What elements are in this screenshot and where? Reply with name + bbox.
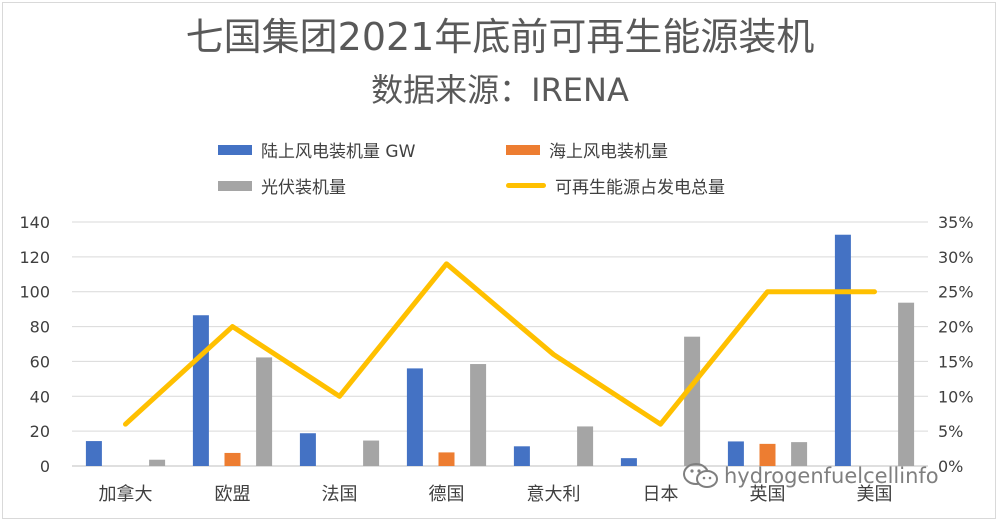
right-tick-label: 30% <box>938 248 974 267</box>
category-label: 美国 <box>857 484 893 505</box>
watermark-text: hydrogenfuelcellinfo <box>724 464 939 488</box>
watermark: hydrogenfuelcellinfo <box>682 462 939 490</box>
bar-德国-1 <box>438 452 455 466</box>
right-tick-label: 10% <box>938 387 974 406</box>
left-tick-label: 60 <box>30 352 50 371</box>
bar-意大利-2 <box>577 426 594 466</box>
legend-label-renewable-share: 可再生能源占发电总量 <box>555 178 725 198</box>
bar-加拿大-0 <box>85 441 102 466</box>
bar-法国-2 <box>363 440 380 466</box>
category-label: 德国 <box>429 484 465 505</box>
category-label: 日本 <box>643 484 679 505</box>
bar-欧盟-0 <box>192 315 209 466</box>
left-axis-ticks: 0 20 40 60 80 100 120 140 <box>19 213 50 476</box>
bar-欧盟-1 <box>224 452 241 466</box>
right-axis-ticks: 0% 5% 10% 15% 20% 25% 30% 35% <box>938 213 974 476</box>
legend-label-offshore-wind: 海上风电装机量 <box>549 142 668 162</box>
left-tick-label: 40 <box>30 387 50 406</box>
wechat-icon <box>683 463 718 488</box>
chart-subtitle: 数据来源：IRENA <box>371 71 629 109</box>
bar-意大利-0 <box>513 446 530 466</box>
legend-swatch-renewable-share <box>506 183 546 188</box>
bar-日本-2 <box>684 336 701 466</box>
bar-德国-0 <box>406 368 423 466</box>
left-tick-label: 80 <box>30 318 50 337</box>
left-tick-label: 140 <box>19 213 50 232</box>
left-tick-label: 20 <box>30 422 50 441</box>
legend-swatch-solar <box>218 180 252 191</box>
right-tick-label: 15% <box>938 352 974 371</box>
category-labels: 加拿大 欧盟 法国 德国 意大利 日本 英国 美国 <box>99 483 893 505</box>
renewable-share-line <box>123 261 877 427</box>
category-label: 英国 <box>750 484 786 505</box>
legend-item-offshore-wind: 海上风电装机量 <box>506 137 668 162</box>
legend-label-onshore-wind: 陆上风电装机量 GW <box>261 142 416 162</box>
legend-swatch-offshore-wind <box>506 144 540 155</box>
legend-item-renewable-share: 可再生能源占发电总量 <box>506 173 725 198</box>
legend-label-solar: 光伏装机量 <box>261 178 346 198</box>
bar-欧盟-2 <box>256 357 273 466</box>
legend-item-solar: 光伏装机量 <box>218 173 346 198</box>
bar-加拿大-2 <box>149 459 166 466</box>
category-label: 加拿大 <box>99 483 153 505</box>
right-tick-label: 25% <box>938 283 974 302</box>
line-series <box>123 261 877 427</box>
right-tick-label: 35% <box>938 213 974 232</box>
legend-item-onshore-wind: 陆上风电装机量 GW <box>218 137 415 162</box>
bar-日本-0 <box>620 458 637 466</box>
left-tick-label: 0 <box>40 457 50 476</box>
bar-英国-2 <box>791 442 808 466</box>
bar-英国-1 <box>759 443 776 466</box>
right-tick-label: 20% <box>938 318 974 337</box>
left-tick-label: 100 <box>19 283 50 302</box>
right-tick-label: 5% <box>938 422 963 441</box>
category-label: 法国 <box>322 484 358 505</box>
category-label: 意大利 <box>527 484 581 505</box>
bar-美国-0 <box>834 234 851 466</box>
right-tick-label: 0% <box>938 457 963 476</box>
bar-法国-0 <box>299 433 316 466</box>
bar-英国-0 <box>727 441 744 466</box>
chart-title: 七国集团2021年底前可再生能源装机 <box>185 15 815 59</box>
bar-美国-2 <box>898 302 915 466</box>
bar-德国-2 <box>470 364 487 466</box>
legend-swatch-onshore-wind <box>218 144 252 155</box>
legend: 陆上风电装机量 GW 海上风电装机量 光伏装机量 可再生能源占发电总量 <box>0 0 1000 200</box>
left-tick-label: 120 <box>19 248 50 267</box>
category-label: 欧盟 <box>215 484 251 505</box>
